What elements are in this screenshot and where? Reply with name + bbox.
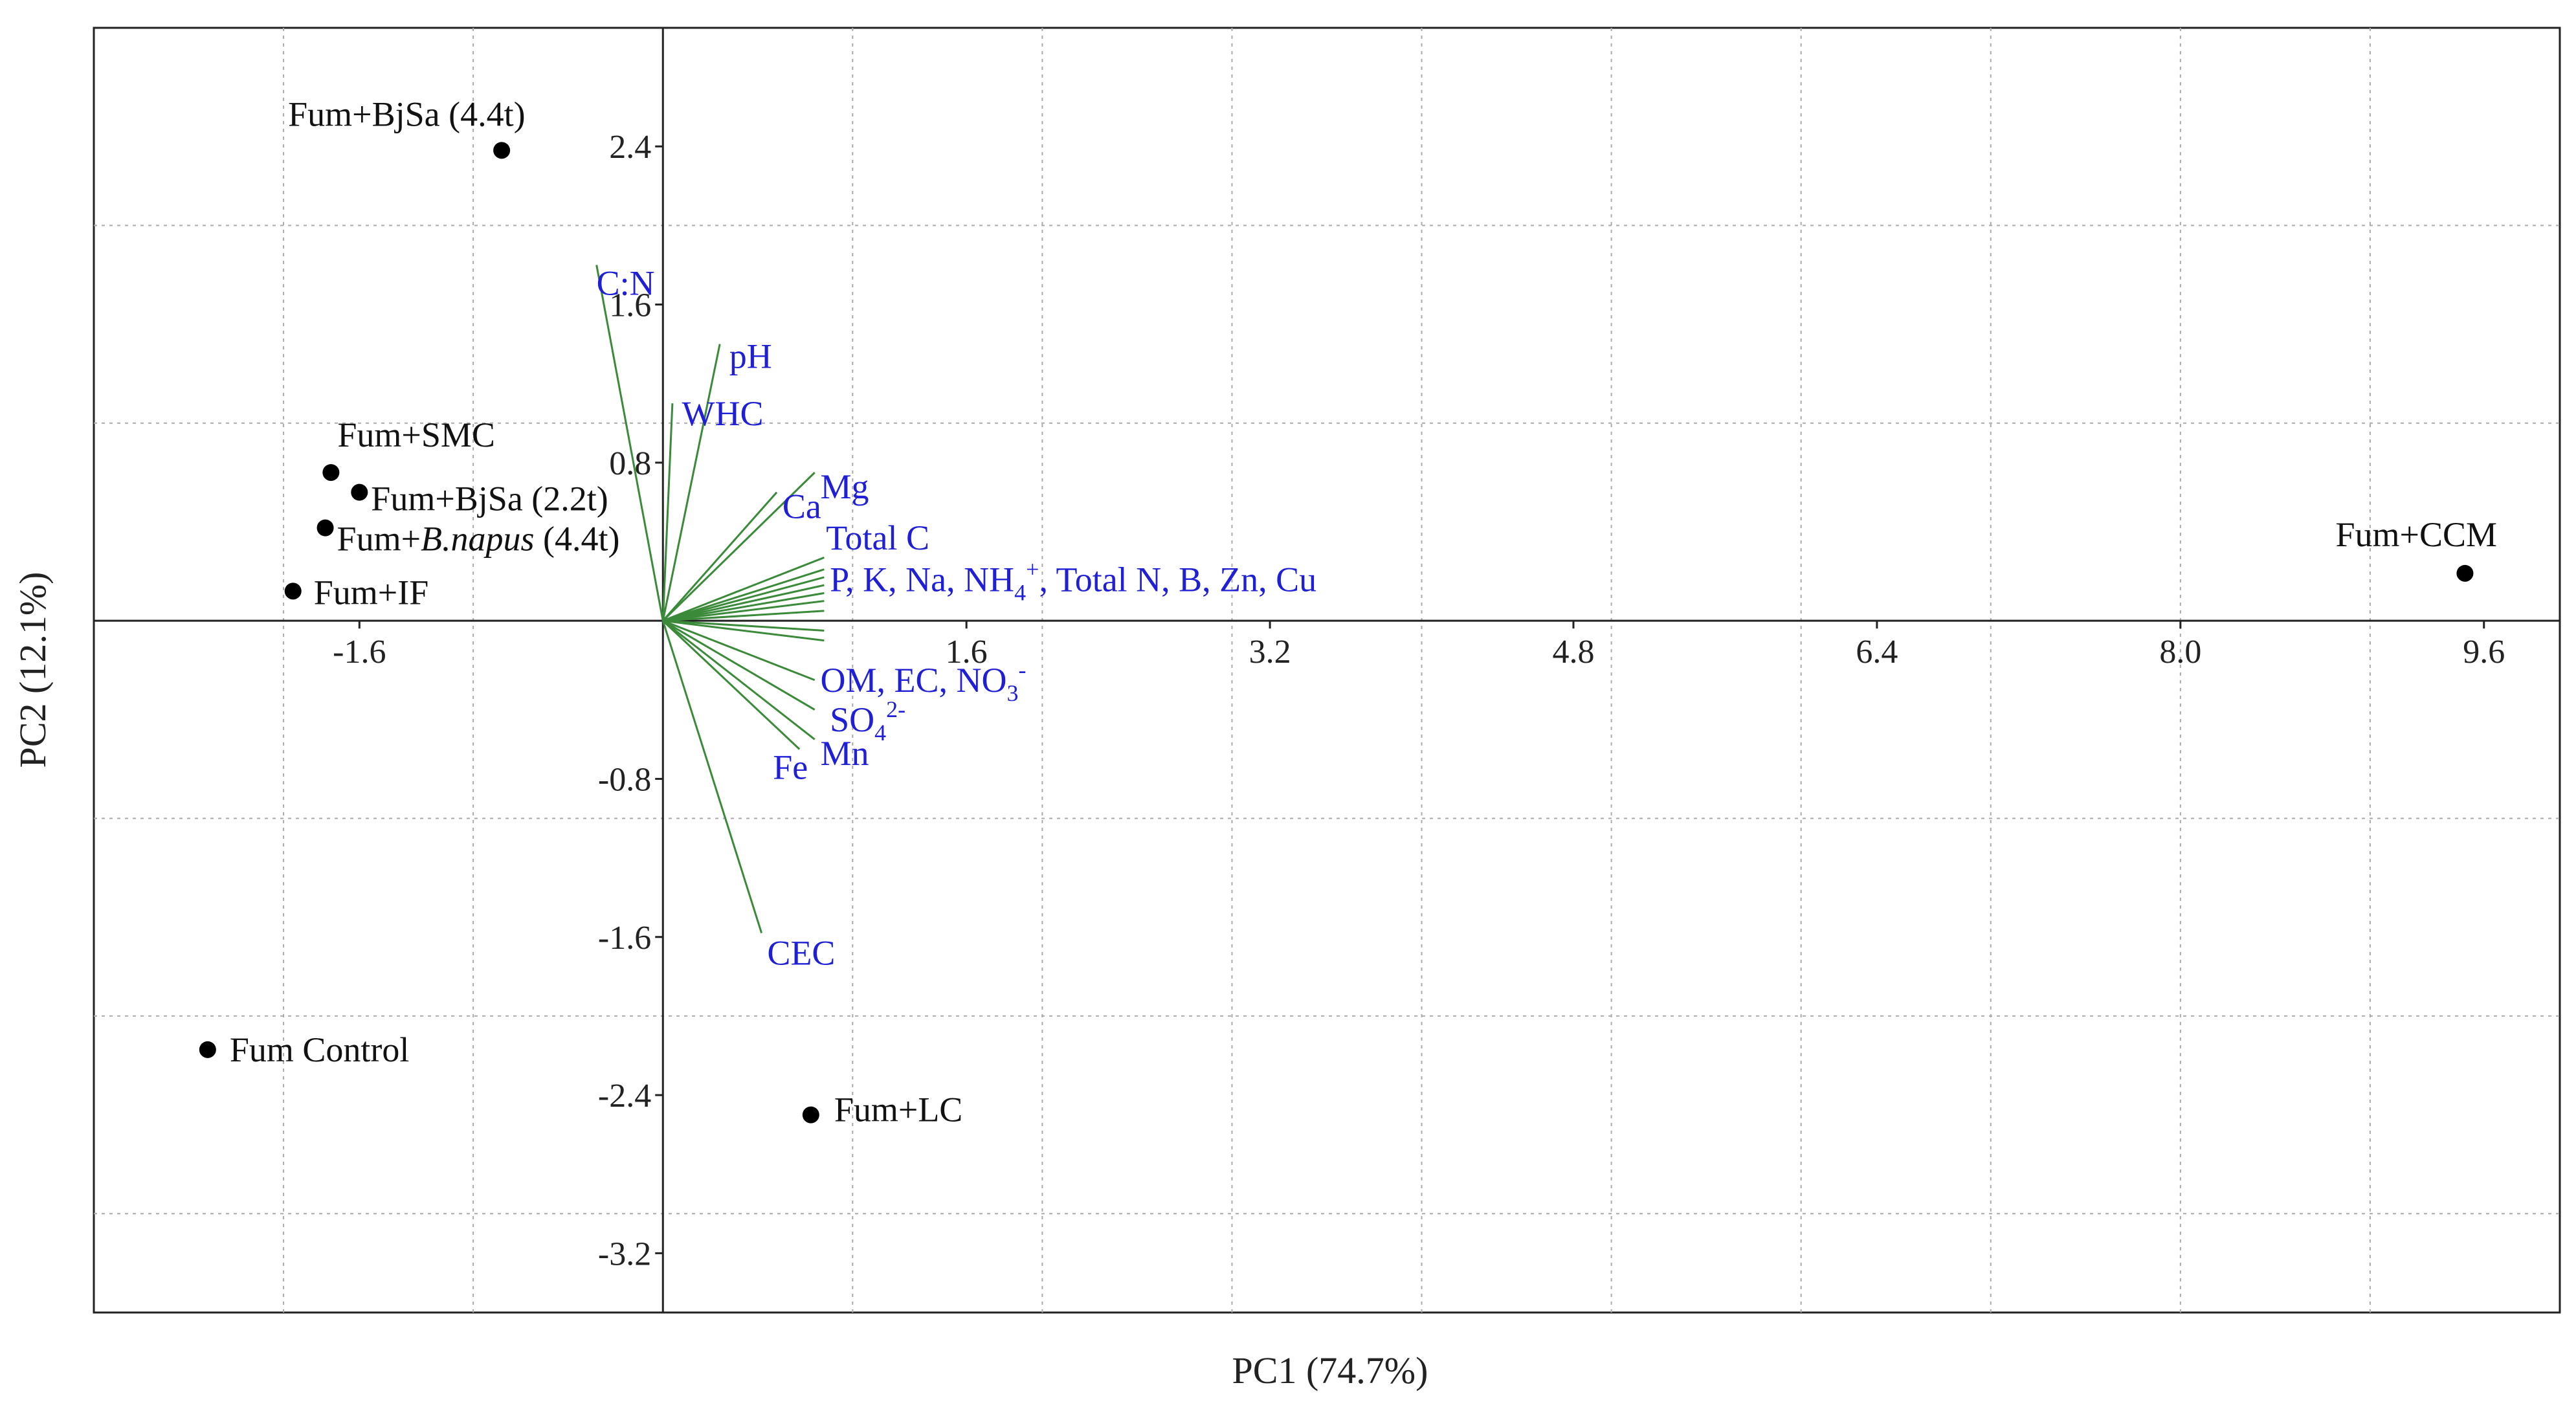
loading-vector (663, 610, 825, 622)
score-point (802, 1106, 819, 1124)
x-tick-label: -1.6 (333, 634, 386, 670)
loading-vector (661, 620, 763, 934)
loading-vector (662, 592, 825, 622)
loading-vector (595, 265, 664, 621)
loading-vector (663, 619, 825, 642)
plot-frame (93, 27, 2561, 1314)
vector-label: P, K, Na, NH4+, Total N, B, Zn, Cu (830, 556, 1316, 605)
loading-vector (662, 568, 825, 622)
score-point (493, 142, 511, 159)
vector-label: C:N (597, 263, 655, 302)
loading-vector (663, 600, 825, 622)
x-tick-label: 8.0 (2159, 634, 2201, 670)
point-label: Fum+BjSa (2.2t) (371, 480, 608, 518)
y-tick-label: -2.4 (598, 1078, 651, 1114)
vector-label: WHC (682, 394, 764, 433)
point-label: Fum+SMC (337, 415, 495, 454)
y-tick-labels: 2.4 1.6 0.8 -0.8 -1.6 -2.4 -3.2 (598, 129, 663, 1272)
loading-vector (663, 619, 825, 632)
score-point (284, 582, 302, 600)
x-tick-label: 3.2 (1249, 634, 1291, 670)
loading-vector (662, 584, 825, 622)
point-label: Fum+LC (834, 1091, 963, 1129)
zero-axes (94, 28, 2560, 1313)
y-tick-label: 1.6 (609, 287, 651, 324)
vector-label: Mg (820, 467, 869, 506)
loading-vector (661, 403, 674, 621)
loading-vector (662, 619, 816, 740)
vector-label: Ca (783, 487, 821, 526)
loading-vector (662, 576, 825, 622)
loading-vector (661, 344, 721, 621)
loading-vector (662, 620, 801, 750)
x-tick-label: 4.8 (1553, 634, 1595, 670)
point-label: Fum+B.napus (4.4t) (337, 520, 620, 559)
point-label: Fum+IF (314, 573, 429, 612)
point-label: Fum+BjSa (4.4t) (288, 94, 525, 133)
vector-label: SO42- (830, 696, 905, 746)
loading-vector (662, 491, 778, 622)
loading-vector (662, 472, 816, 622)
x-tick-label: 1.6 (946, 634, 988, 670)
point-label: Fum Control (230, 1030, 410, 1069)
loading-vectors (595, 265, 825, 934)
loading-vector (662, 619, 816, 711)
score-point (316, 519, 334, 537)
y-tick-label: 2.4 (609, 129, 651, 166)
x-axis-title: PC1 (74.7%) (1232, 1349, 1428, 1391)
y-axis-title: PC2 (12.1%) (12, 572, 54, 768)
x-tick-labels: -1.6 1.6 3.2 4.8 6.4 8.0 9.6 (333, 621, 2505, 670)
y-tick-label: 0.8 (609, 445, 651, 482)
y-tick-label: -0.8 (598, 761, 651, 798)
score-point (322, 464, 340, 482)
score-point (199, 1041, 216, 1058)
score-point (351, 483, 368, 501)
loading-vector (662, 557, 825, 622)
point-label: Fum+CCM (2335, 515, 2497, 554)
vector-label: Fe (773, 748, 808, 786)
loading-vector (662, 619, 816, 681)
y-tick-label: -1.6 (598, 920, 651, 957)
vector-label: CEC (767, 934, 835, 973)
x-tick-label: 6.4 (1856, 634, 1898, 670)
score-point (2456, 564, 2474, 582)
y-tick-label: -3.2 (598, 1235, 651, 1272)
vector-label: Total C (826, 518, 929, 557)
vector-label: Mn (820, 734, 869, 773)
vector-label: OM, EC, NO3- (820, 657, 1026, 706)
vector-label: pH (729, 337, 772, 375)
x-tick-label: 9.6 (2463, 634, 2505, 670)
